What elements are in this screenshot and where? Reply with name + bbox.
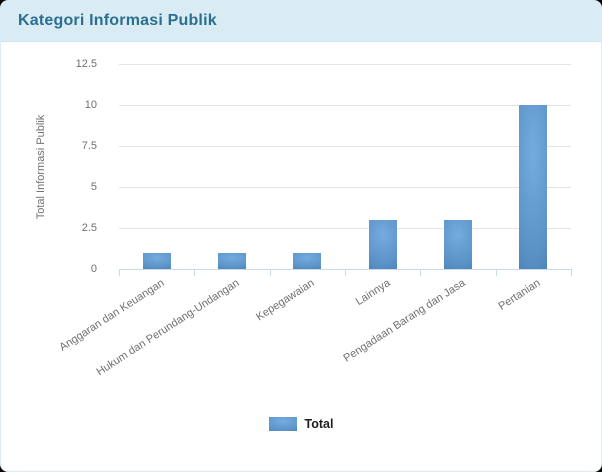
axis-tick [420, 269, 422, 276]
y-tick-label: 12.5 [75, 58, 97, 70]
gridline [119, 227, 571, 229]
axis-tick [345, 269, 346, 276]
legend-item-total[interactable]: Total [268, 417, 334, 431]
y-axis-title: Total Informasi Publik [35, 114, 47, 220]
chart-header: Kategori Informasi Publik [1, 1, 601, 42]
bar[interactable] [519, 105, 548, 269]
y-tick-label: 7.5 [81, 140, 97, 152]
axis-tick [194, 269, 196, 276]
gridline [119, 63, 571, 65]
y-tick-label: 5 [90, 181, 97, 193]
y-tick-label: 0 [90, 263, 97, 275]
bar[interactable] [142, 252, 171, 269]
axis-tick [495, 269, 497, 276]
gridline [119, 104, 571, 106]
legend-label: Total [304, 417, 334, 431]
gridline [119, 186, 571, 188]
gridline [119, 145, 571, 147]
chart-title: Kategori Informasi Publik [18, 12, 217, 29]
bar[interactable] [368, 219, 397, 269]
y-tick-label: 10 [84, 99, 97, 111]
legend: Total [1, 417, 601, 431]
bar[interactable] [444, 219, 472, 269]
bar[interactable] [293, 252, 322, 269]
legend-swatch [268, 417, 297, 431]
axis-tick [269, 269, 271, 276]
x-tick-label: Pertanian [496, 277, 543, 313]
axis-tick [119, 269, 120, 276]
axis-tick [571, 269, 572, 276]
bar[interactable] [218, 252, 246, 269]
y-tick-label: 2.5 [81, 222, 97, 234]
